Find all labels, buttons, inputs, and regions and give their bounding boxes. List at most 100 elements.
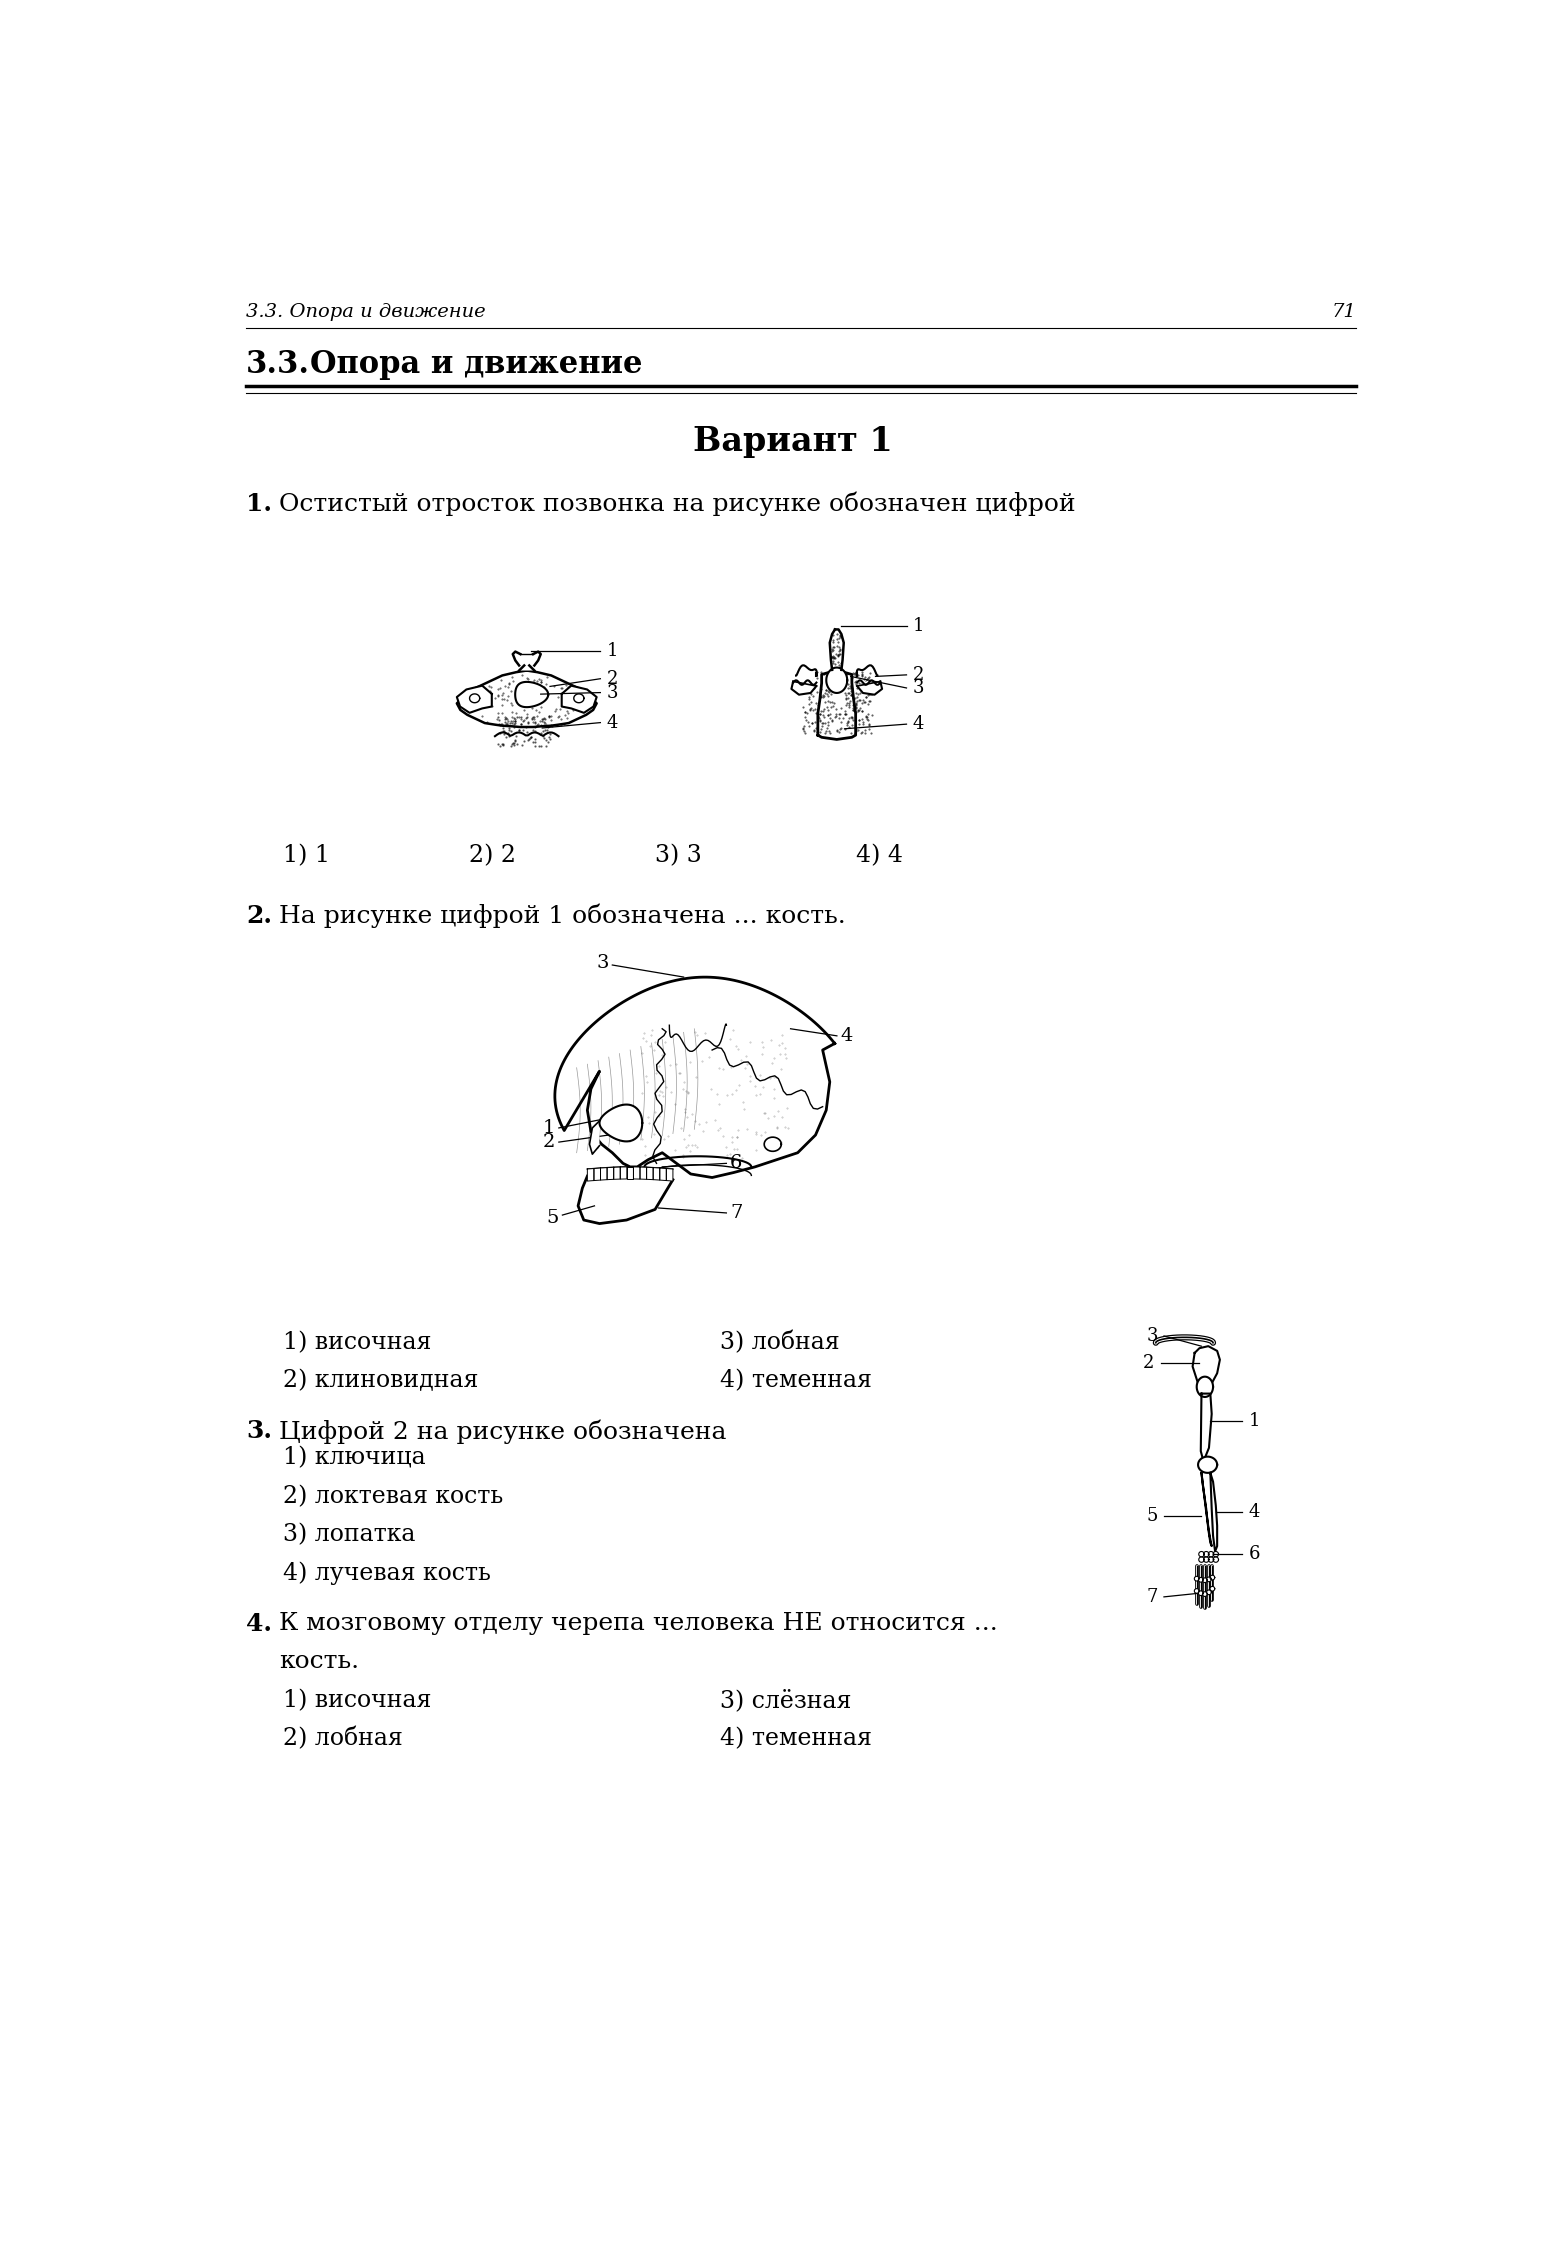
Text: 7: 7 [1147,1588,1158,1606]
Polygon shape [457,685,492,712]
Polygon shape [1198,1551,1204,1556]
Text: 2: 2 [543,1134,556,1152]
Polygon shape [858,680,882,694]
Text: 1) височная: 1) височная [283,1331,430,1354]
Text: 1: 1 [913,617,924,635]
Text: 1.: 1. [246,492,272,515]
Polygon shape [765,1136,782,1152]
Polygon shape [1203,1556,1209,1563]
Polygon shape [1198,1556,1204,1563]
Polygon shape [1198,1456,1217,1472]
Polygon shape [1203,1592,1207,1597]
Polygon shape [594,1168,601,1182]
Polygon shape [1201,1472,1212,1547]
Polygon shape [1206,1590,1212,1594]
Polygon shape [533,651,540,665]
Text: 4: 4 [1249,1504,1260,1522]
Polygon shape [621,1168,627,1179]
Polygon shape [1201,1393,1212,1461]
Polygon shape [601,1168,607,1179]
Polygon shape [1214,1551,1218,1556]
Text: 3) лобная: 3) лобная [720,1331,841,1354]
Polygon shape [554,978,834,1177]
Polygon shape [653,1168,659,1179]
Polygon shape [633,1168,639,1179]
Text: 3.3. Опора и движение: 3.3. Опора и движение [246,304,486,322]
Text: 2) локтевая кость: 2) локтевая кость [283,1486,503,1508]
Text: 2: 2 [607,669,618,687]
Text: 3) 3: 3) 3 [655,844,701,866]
Polygon shape [1203,1579,1207,1583]
Text: 1: 1 [543,1118,556,1136]
Text: 3: 3 [596,955,608,973]
Text: 1: 1 [607,642,618,660]
Polygon shape [519,665,534,671]
Polygon shape [1211,1472,1217,1551]
Polygon shape [1209,1551,1214,1556]
Polygon shape [1195,1576,1200,1581]
Text: Остистый отросток позвонка на рисунке обозначен цифрой: Остистый отросток позвонка на рисунке об… [279,492,1076,517]
Text: 2) клиновидная: 2) клиновидная [283,1370,478,1393]
Polygon shape [590,1120,599,1154]
Polygon shape [1192,1347,1220,1390]
Polygon shape [1198,1590,1203,1597]
Polygon shape [1206,1576,1212,1581]
Text: К мозговому отделу черепа человека НЕ относится ...: К мозговому отделу черепа человека НЕ от… [279,1613,997,1635]
Text: 4) лучевая кость: 4) лучевая кость [283,1563,491,1585]
Text: 3.: 3. [246,1420,272,1442]
Text: Цифрой 2 на рисунке обозначена: Цифрой 2 на рисунке обозначена [279,1420,726,1445]
Polygon shape [791,680,816,694]
Polygon shape [1211,1576,1215,1581]
Text: 3: 3 [607,683,618,701]
Text: 1) височная: 1) височная [283,1690,430,1712]
Polygon shape [1209,1556,1214,1563]
Polygon shape [1198,1579,1203,1583]
Text: 1) 1: 1) 1 [283,844,330,866]
Polygon shape [627,1168,633,1179]
Polygon shape [587,1168,594,1182]
Polygon shape [817,669,856,739]
Polygon shape [1203,1551,1209,1556]
Text: 4) 4: 4) 4 [856,844,902,866]
Polygon shape [659,1168,666,1182]
Text: 4.: 4. [246,1613,272,1635]
Text: 71: 71 [1331,304,1356,322]
Polygon shape [495,733,559,737]
Text: 3: 3 [1146,1327,1158,1345]
Polygon shape [607,1168,613,1179]
Polygon shape [599,1105,642,1141]
Text: 7: 7 [731,1204,743,1222]
Polygon shape [1197,1377,1214,1397]
Polygon shape [512,651,520,665]
Text: 1) ключица: 1) ключица [283,1447,426,1470]
Text: 5: 5 [1147,1506,1158,1524]
Text: Вариант 1: Вариант 1 [694,424,893,458]
Text: 2: 2 [1142,1354,1155,1372]
Text: 3) лопатка: 3) лопатка [283,1524,415,1547]
Polygon shape [647,1168,653,1179]
Text: 5: 5 [546,1209,559,1227]
Polygon shape [515,683,548,708]
Text: 4) теменная: 4) теменная [720,1728,873,1751]
Text: 3) слёзная: 3) слёзная [720,1690,851,1712]
Polygon shape [469,694,480,703]
Polygon shape [574,694,584,703]
Text: 6: 6 [731,1154,743,1173]
Text: 2.: 2. [246,903,272,928]
Text: Опора и движение: Опора и движение [310,349,642,381]
Text: 4: 4 [841,1027,853,1046]
Polygon shape [562,685,596,712]
Text: 3: 3 [913,678,924,696]
Text: 4) теменная: 4) теменная [720,1370,873,1393]
Text: 2) 2: 2) 2 [469,844,515,866]
Text: На рисунке цифрой 1 обозначена ... кость.: На рисунке цифрой 1 обозначена ... кость… [279,903,845,928]
Polygon shape [1214,1556,1218,1563]
Polygon shape [830,631,844,669]
Text: 3.3.: 3.3. [246,349,310,381]
Polygon shape [1211,1585,1215,1592]
Text: кость.: кость. [279,1651,359,1674]
Polygon shape [827,667,847,694]
Text: 1: 1 [1249,1411,1260,1429]
Polygon shape [457,671,596,728]
Text: 6: 6 [1249,1545,1260,1563]
